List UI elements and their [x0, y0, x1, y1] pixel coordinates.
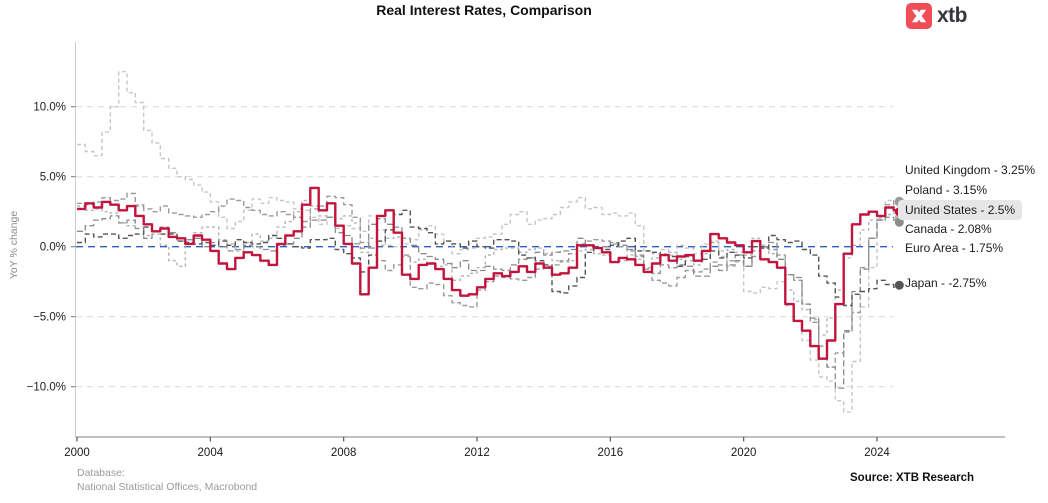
legend-item-united-kingdom[interactable]: United Kingdom - 3.25% — [905, 163, 1036, 177]
source-note: Source: XTB Research — [850, 472, 974, 484]
y-tick-label--10: −10.0% — [27, 382, 66, 394]
legend-item-canada[interactable]: Canada - 2.08% — [905, 222, 992, 236]
chart-title: Real Interest Rates, Comparison — [376, 2, 592, 18]
database-value: National Statistical Offices, Macrobond — [77, 481, 258, 493]
database-note: Database: National Statistical Offices, … — [77, 466, 257, 494]
y-tick-label-0: 0.0% — [40, 242, 66, 254]
series-line-euro-area — [77, 215, 901, 389]
xtb-logo-x-icon — [906, 3, 932, 29]
legend-item-united-states[interactable]: United States - 2.5% — [898, 200, 1023, 220]
y-tick-label--5: −5.0% — [33, 312, 66, 324]
series-line-poland — [77, 71, 901, 413]
legend-item-japan[interactable]: Japan - -2.75% — [905, 276, 987, 290]
x-tick-label-2016: 2016 — [598, 447, 624, 459]
series-line-united-states — [77, 186, 902, 360]
xtb-logo-text: xtb — [937, 4, 968, 27]
y-tick-label-5: 5.0% — [40, 172, 66, 184]
x-tick-label-2008: 2008 — [331, 447, 357, 459]
series-line-japan — [77, 209, 901, 307]
series-line-united-kingdom — [77, 192, 901, 368]
database-label: Database: — [77, 467, 125, 479]
series-end-dot-japan — [894, 280, 904, 290]
xtb-logo: xtb — [906, 3, 968, 29]
legend-item-euro-area[interactable]: Euro Area - 1.75% — [905, 241, 1004, 255]
x-tick-label-2020: 2020 — [731, 447, 757, 459]
x-tick-label-2012: 2012 — [464, 447, 490, 459]
legend-item-poland[interactable]: Poland - 3.15% — [905, 183, 988, 197]
x-tick-label-2000: 2000 — [64, 447, 90, 459]
x-tick-label-2024: 2024 — [864, 447, 890, 459]
y-tick-label-10: 10.0% — [33, 102, 66, 114]
x-tick-label-2004: 2004 — [198, 447, 224, 459]
